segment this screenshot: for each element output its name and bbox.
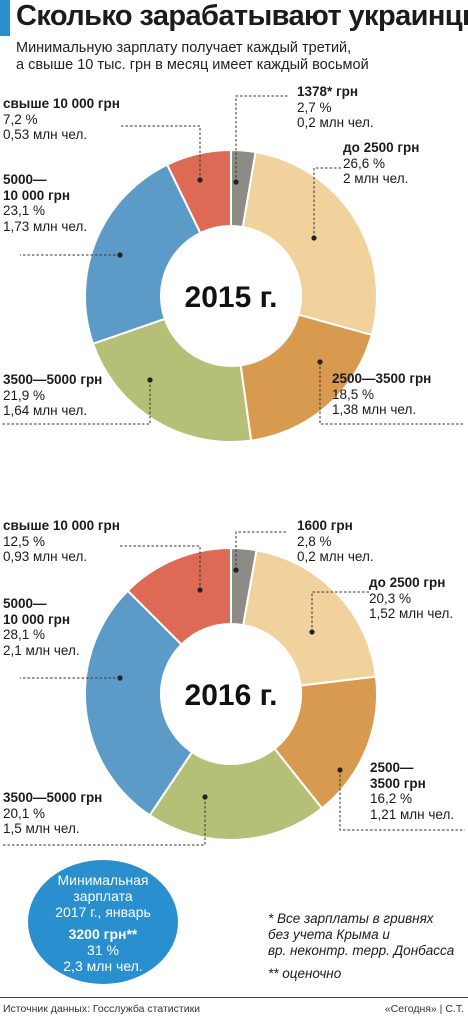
leader-dot-2016-up-to-2500 (309, 629, 315, 635)
leader-2015-1378 (235, 95, 288, 182)
leader-dot-2015-up-to-2500 (311, 235, 317, 241)
slice-2016-3500-5000 (148, 747, 324, 841)
leader-dot-2016-3500-5000 (202, 794, 208, 800)
leader-2015-over-10000 (120, 125, 201, 180)
label-2015-5000-10000: 5000— 10 000 грн 23,1 % 1,73 млн чел. (3, 172, 88, 234)
footnote-estimate: ** оценочно (268, 966, 342, 981)
page-subtitle: Минимальную зарплату получает каждый тре… (16, 40, 369, 74)
min-wage-title: Минимальная зарплата 2017 г., январь (55, 872, 151, 920)
chart-center-year-2016: 2016 г. (185, 679, 278, 712)
source-text: Источник данных: Госслужба статистики (3, 1003, 201, 1015)
leader-2016-over-10000 (120, 545, 201, 590)
footer-divider (0, 997, 468, 998)
leader-2016-up-to-2500 (311, 591, 369, 632)
slice-2016-5000-10000 (84, 589, 194, 817)
leader-2015-2500-3500 (319, 362, 465, 425)
label-2016-over-10000: свыше 10 000 грн 12,5 % 0,93 млн чел. (3, 518, 120, 564)
min-wage-count: 2,3 млн чел. (63, 958, 143, 974)
min-wage-badge: Минимальная зарплата 2017 г., январь 320… (28, 860, 178, 984)
label-2016-2500-3500: 2500— 3500 грн 16,2 % 1,21 млн чел. (370, 760, 455, 822)
slice-2015-5000-10000 (84, 163, 202, 345)
label-2015-2500-3500: 2500—3500 грн 18,5 % 1,38 млн чел. (332, 371, 432, 417)
leader-dot-2016-2500-3500 (337, 767, 343, 773)
leader-dot-2015-3500-5000 (147, 377, 153, 383)
label-2015-up-to-2500: до 2500 грн 26,6 % 2 млн чел. (343, 140, 420, 186)
leader-dot-2015-5000-10000 (117, 252, 123, 258)
leader-2016-3500-5000 (2, 797, 206, 846)
chart-center-year-2015: 2015 г. (185, 281, 278, 314)
leader-2015-3500-5000 (2, 380, 151, 425)
slice-2015-over-10000 (165, 148, 232, 235)
leader-2016-1378 (235, 531, 288, 570)
credit-text: «Сегодня» | С.Т. (384, 1003, 464, 1015)
leader-dot-2015-2500-3500 (317, 359, 323, 365)
page-title: Сколько зарабатывают украинцы (16, 0, 468, 32)
label-2016-1600: 1600 грн 2,8 % 0,2 млн чел. (297, 518, 374, 564)
leader-dot-2016-5000-10000 (117, 675, 123, 681)
slice-2015-3500-5000 (91, 317, 253, 443)
label-2016-5000-10000: 5000— 10 000 грн 28,1 % 2,1 млн чел. (3, 596, 80, 658)
slice-2015-up-to-2500 (241, 150, 378, 337)
leader-dot-2016-1378 (233, 567, 239, 573)
title-accent-bar (0, 0, 10, 36)
slice-2015-2500-3500 (239, 313, 373, 442)
footnote-salary: * Все зарплаты в гривнях без учета Крыма… (268, 911, 455, 958)
leader-2015-up-to-2500 (313, 167, 343, 238)
min-wage-value: 3200 грн** (68, 926, 138, 942)
label-2015-over-10000: свыше 10 000 грн 7,2 % 0,53 млн чел. (3, 96, 120, 142)
label-2015-3500-5000: 3500—5000 грн 21,9 % 1,64 млн чел. (3, 372, 103, 418)
leader-dot-2016-over-10000 (197, 587, 203, 593)
slice-2016-up-to-2500 (242, 549, 378, 687)
min-wage-pct: 31 % (87, 942, 119, 958)
leader-dot-2015-over-10000 (197, 177, 203, 183)
leader-dot-2015-1378 (233, 179, 239, 185)
slice-2016-over-10000 (126, 546, 232, 646)
leader-2016-2500-3500 (339, 770, 465, 831)
subtitle-line-1: Минимальную зарплату получает каждый тре… (16, 40, 352, 56)
subtitle-line-2: а свыше 10 тыс. грн в месяц имеет каждый… (16, 57, 369, 73)
label-2016-up-to-2500: до 2500 грн 20,3 % 1,52 млн чел. (369, 575, 454, 621)
label-2015-1378: 1378* грн 2,7 % 0,2 млн чел. (297, 84, 374, 130)
label-2016-3500-5000: 3500—5000 грн 20,1 % 1,5 млн чел. (3, 790, 103, 836)
